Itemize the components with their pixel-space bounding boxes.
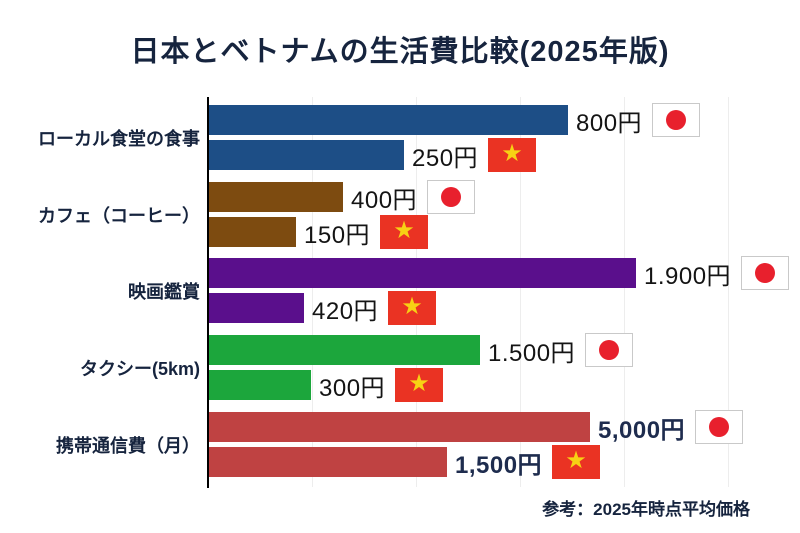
gridline — [624, 97, 625, 487]
japan-flag-sun — [755, 263, 776, 283]
category-label: 携帯通信費（月） — [56, 435, 200, 456]
japan-flag-sun — [666, 110, 687, 130]
bar-japan — [209, 412, 590, 442]
japan-flag-sun — [599, 340, 620, 360]
japan-flag-icon — [585, 333, 634, 367]
category-label: 映画鑑賞 — [128, 281, 200, 302]
japan-flag-icon — [427, 180, 476, 214]
value-label: 1.900円 — [644, 262, 732, 290]
bar-vietnam — [209, 370, 311, 400]
bar-row-vietnam: 420円 ★ — [209, 291, 437, 325]
category-group-local-meal: ローカル食堂の食事 800円 250円 ★ — [0, 103, 800, 172]
vietnam-flag-star: ★ — [565, 447, 587, 474]
gridline — [728, 97, 729, 487]
value-label: 1,500円 — [455, 451, 543, 479]
vietnam-flag-star: ★ — [401, 293, 423, 320]
bar-vietnam — [209, 293, 304, 323]
bar-row-japan: 1.900円 — [209, 256, 790, 290]
value-label: 5,000円 — [598, 416, 686, 444]
bar-row-japan: 800円 — [209, 103, 701, 137]
vietnam-flag-icon: ★ — [488, 138, 537, 172]
chart-title: 日本とベトナムの生活費比較(2025年版) — [130, 36, 670, 68]
gridline — [520, 97, 521, 487]
bar-japan — [209, 335, 480, 365]
value-label: 300円 — [319, 374, 386, 402]
japan-flag-icon — [652, 103, 701, 137]
category-group-movie: 映画鑑賞 1.900円 420円 ★ — [0, 256, 800, 325]
category-label: ローカル食堂の食事 — [38, 128, 200, 149]
japan-flag-icon — [695, 410, 744, 444]
vietnam-flag-icon: ★ — [380, 215, 429, 249]
gridline — [312, 97, 313, 487]
footer-note: 参考：2025年時点平均価格 — [542, 500, 750, 519]
vietnam-flag-star: ★ — [393, 217, 415, 244]
value-label: 1.500円 — [488, 339, 576, 367]
vietnam-flag-icon: ★ — [552, 445, 601, 479]
bar-japan — [209, 182, 343, 212]
vietnam-flag-star: ★ — [408, 370, 430, 397]
y-axis-line — [207, 97, 209, 488]
bar-japan — [209, 105, 568, 135]
bar-row-vietnam: 250円 ★ — [209, 138, 537, 172]
bar-japan — [209, 258, 636, 288]
category-group-taxi: タクシー(5km) 1.500円 300円 ★ — [0, 333, 800, 402]
value-label: 150円 — [304, 221, 371, 249]
vietnam-flag-icon: ★ — [388, 291, 437, 325]
vietnam-flag-icon: ★ — [395, 368, 444, 402]
category-label: カフェ（コーヒー） — [38, 205, 200, 226]
bar-row-vietnam: 150円 ★ — [209, 215, 429, 249]
bar-vietnam — [209, 447, 447, 477]
bar-vietnam — [209, 217, 296, 247]
bar-row-japan: 400円 — [209, 180, 476, 214]
bar-row-vietnam: 1,500円 ★ — [209, 445, 601, 479]
japan-flag-sun — [441, 187, 462, 207]
vietnam-flag-star: ★ — [501, 140, 523, 167]
bar-row-japan: 1.500円 — [209, 333, 634, 367]
japan-flag-sun — [709, 417, 730, 437]
value-label: 250円 — [412, 144, 479, 172]
bar-row-japan: 5,000円 — [209, 410, 744, 444]
bar-vietnam — [209, 140, 404, 170]
category-label: タクシー(5km) — [79, 358, 200, 379]
japan-flag-icon — [741, 256, 790, 290]
value-label: 800円 — [576, 109, 643, 137]
category-group-cafe: カフェ（コーヒー） 400円 150円 ★ — [0, 180, 800, 249]
bar-row-vietnam: 300円 ★ — [209, 368, 444, 402]
value-label: 400円 — [351, 186, 418, 214]
value-label: 420円 — [312, 297, 379, 325]
category-group-mobile: 携帯通信費（月） 5,000円 1,500円 ★ — [0, 410, 800, 479]
